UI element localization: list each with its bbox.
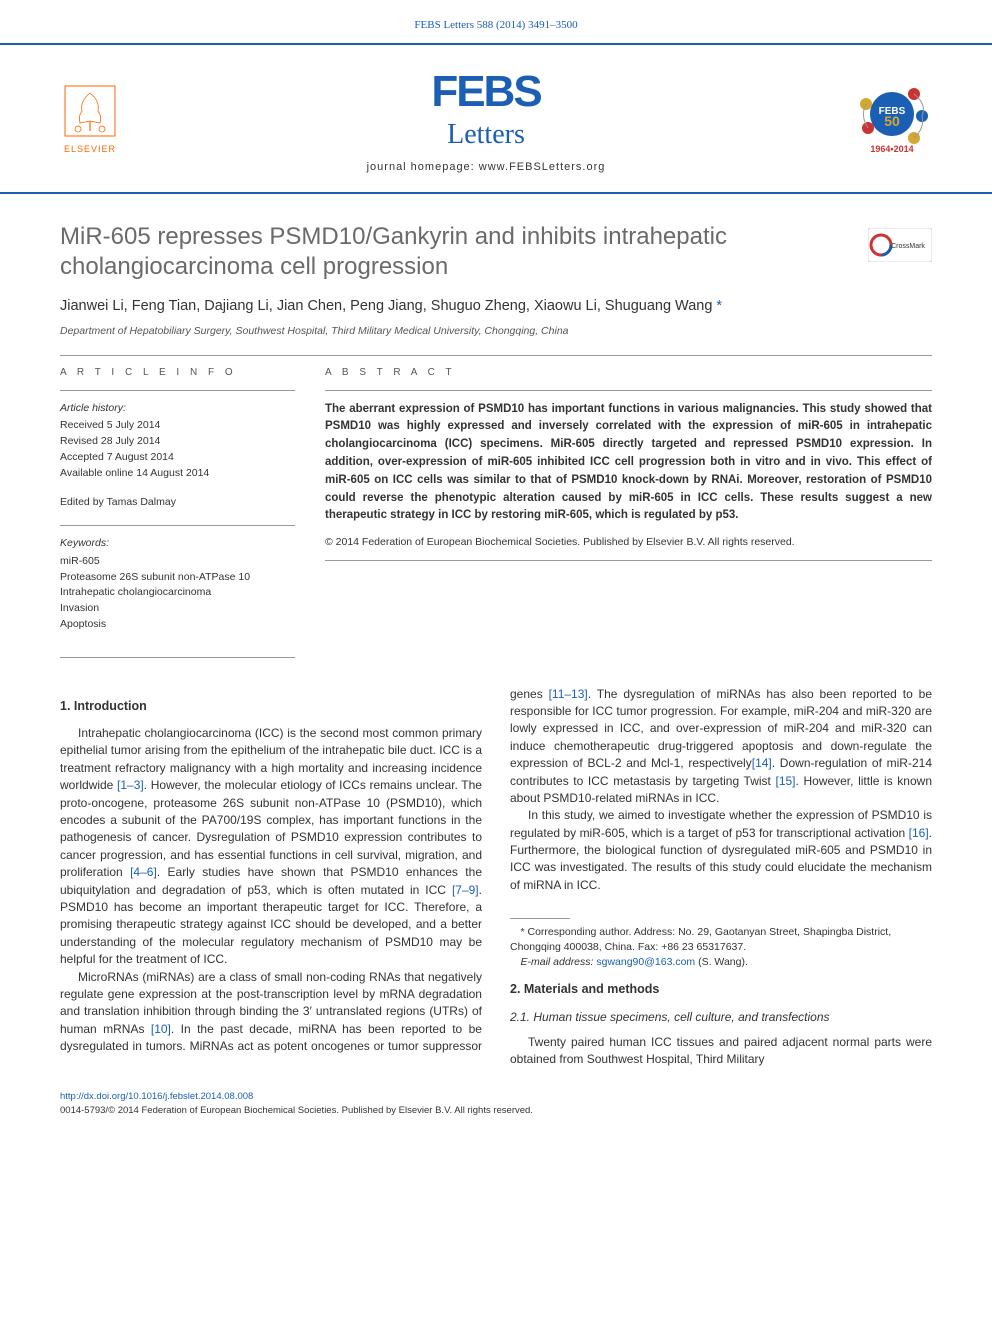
- corresponding-footnote: * Corresponding author. Address: No. 29,…: [510, 925, 932, 954]
- issn-copyright-line: 0014-5793/© 2014 Federation of European …: [60, 1104, 932, 1117]
- ref-link[interactable]: [11–13]: [549, 687, 588, 701]
- abstract-body: The aberrant expression of PSMD10 has im…: [325, 401, 932, 526]
- elsevier-tree-icon: [60, 81, 120, 141]
- editor-line: Edited by Tamas Dalmay: [60, 495, 295, 511]
- ref-link[interactable]: [1–3]: [117, 778, 144, 792]
- keywords-label: Keywords:: [60, 536, 295, 552]
- svg-text:50: 50: [884, 113, 900, 129]
- keyword: miR-605: [60, 554, 295, 570]
- abstract-label: A B S T R A C T: [325, 366, 932, 380]
- citation-text[interactable]: FEBS Letters 588 (2014) 3491–3500: [414, 19, 577, 31]
- abstract-copyright: © 2014 Federation of European Biochemica…: [325, 535, 932, 550]
- info-abstract-row: A R T I C L E I N F O Article history: R…: [60, 366, 932, 647]
- journal-homepage: journal homepage: www.FEBSLetters.org: [367, 160, 606, 175]
- header-citation: FEBS Letters 588 (2014) 3491–3500: [0, 0, 992, 43]
- info-bottom-divider: [60, 657, 295, 658]
- journal-name-main: FEBS: [367, 61, 606, 123]
- abstract-divider-bottom: [325, 560, 932, 561]
- article-info-label: A R T I C L E I N F O: [60, 366, 295, 380]
- article-content: CrossMark MiR-605 represses PSMD10/Ganky…: [0, 222, 992, 1069]
- authors-list: Jianwei Li, Feng Tian, Dajiang Li, Jian …: [60, 296, 932, 316]
- info-divider: [60, 525, 295, 526]
- history-label: Article history:: [60, 401, 295, 417]
- keywords-block: Keywords: miR-605 Proteasome 26S subunit…: [60, 536, 295, 633]
- history-line: Accepted 7 August 2014: [60, 450, 295, 466]
- ref-link[interactable]: [16]: [909, 826, 929, 840]
- ref-link[interactable]: [7–9]: [452, 883, 479, 897]
- elsevier-label: ELSEVIER: [64, 143, 116, 156]
- anniversary-icon: FEBS 50 1964•2014: [852, 76, 932, 156]
- authors-names: Jianwei Li, Feng Tian, Dajiang Li, Jian …: [60, 298, 712, 314]
- email-footnote: E-mail address: sgwang90@163.com (S. Wan…: [510, 955, 932, 970]
- anniversary-logo: FEBS 50 1964•2014: [852, 76, 932, 161]
- article-history-block: Article history: Received 5 July 2014 Re…: [60, 401, 295, 482]
- body-paragraph: Twenty paired human ICC tissues and pair…: [510, 1034, 932, 1069]
- keyword: Invasion: [60, 601, 295, 617]
- section-heading-intro: 1. Introduction: [60, 698, 482, 716]
- body-paragraph: Intrahepatic cholangiocarcinoma (ICC) is…: [60, 725, 482, 968]
- header-bar: ELSEVIER FEBS Letters journal homepage: …: [0, 43, 992, 193]
- body-columns: 1. Introduction Intrahepatic cholangioca…: [60, 686, 932, 1069]
- crossmark-icon: CrossMark: [868, 228, 932, 262]
- keyword: Apoptosis: [60, 617, 295, 633]
- elsevier-logo[interactable]: ELSEVIER: [60, 81, 120, 156]
- page-footer: http://dx.doi.org/10.1016/j.febslet.2014…: [60, 1090, 932, 1137]
- section-heading-methods: 2. Materials and methods: [510, 981, 932, 999]
- keyword: Intrahepatic cholangiocarcinoma: [60, 585, 295, 601]
- history-line: Available online 14 August 2014: [60, 466, 295, 482]
- abstract-divider: [325, 390, 932, 391]
- homepage-url[interactable]: www.FEBSLetters.org: [479, 161, 606, 173]
- svg-text:CrossMark: CrossMark: [891, 243, 925, 250]
- article-title: MiR-605 represses PSMD10/Gankyrin and in…: [60, 222, 932, 282]
- ref-link[interactable]: [15]: [775, 774, 795, 788]
- email-link[interactable]: sgwang90@163.com: [596, 956, 695, 968]
- ref-link[interactable]: [4–6]: [130, 865, 157, 879]
- article-info-column: A R T I C L E I N F O Article history: R…: [60, 366, 295, 647]
- homepage-label: journal homepage:: [367, 161, 479, 173]
- history-line: Received 5 July 2014: [60, 418, 295, 434]
- subsection-heading: 2.1. Human tissue specimens, cell cultur…: [510, 1009, 932, 1026]
- footnote-rule: [510, 918, 570, 919]
- ref-link[interactable]: [14]: [752, 756, 772, 770]
- body-paragraph: In this study, we aimed to investigate w…: [510, 807, 932, 894]
- info-divider: [60, 390, 295, 391]
- journal-name-sub: Letters: [367, 115, 606, 154]
- keyword: Proteasome 26S subunit non-ATPase 10: [60, 570, 295, 586]
- footnotes: * Corresponding author. Address: No. 29,…: [510, 912, 932, 969]
- history-line: Revised 28 July 2014: [60, 434, 295, 450]
- ref-link[interactable]: [10]: [151, 1022, 171, 1036]
- journal-logo: FEBS Letters journal homepage: www.FEBSL…: [367, 61, 606, 175]
- divider: [60, 355, 932, 356]
- crossmark-badge[interactable]: CrossMark: [868, 228, 932, 267]
- svg-text:1964•2014: 1964•2014: [870, 144, 913, 154]
- corresponding-marker[interactable]: *: [716, 298, 722, 314]
- abstract-column: A B S T R A C T The aberrant expression …: [325, 366, 932, 647]
- affiliation: Department of Hepatobiliary Surgery, Sou…: [60, 324, 932, 339]
- doi-link[interactable]: http://dx.doi.org/10.1016/j.febslet.2014…: [60, 1090, 932, 1103]
